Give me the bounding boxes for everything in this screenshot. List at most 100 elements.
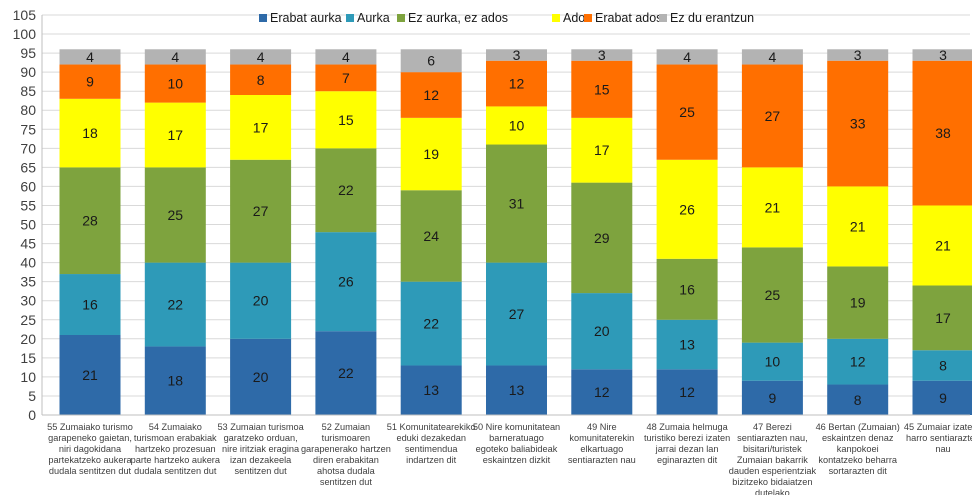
data-label: 9 (939, 390, 947, 406)
data-label: 4 (171, 49, 179, 65)
data-label: 25 (679, 104, 695, 120)
legend-swatch (659, 14, 667, 22)
y-tick-label: 40 (20, 255, 36, 271)
data-label: 20 (253, 293, 269, 309)
y-tick-label: 45 (20, 236, 36, 252)
data-label: 4 (342, 49, 350, 65)
y-tick-label: 60 (20, 178, 36, 194)
data-label: 17 (594, 142, 610, 158)
legend-swatch (346, 14, 354, 22)
data-label: 9 (86, 74, 94, 90)
data-label: 21 (765, 199, 781, 215)
data-label: 20 (253, 369, 269, 385)
data-label: 26 (679, 201, 695, 217)
y-tick-label: 105 (13, 7, 37, 23)
data-label: 22 (338, 182, 354, 198)
legend-entry: Erabat ados (595, 11, 662, 25)
data-label: 25 (168, 207, 184, 223)
data-label: 7 (342, 70, 350, 86)
data-label: 10 (765, 354, 781, 370)
legend-entry: Ez du erantzun (670, 11, 754, 25)
data-label: 6 (427, 53, 435, 69)
data-label: 12 (679, 384, 695, 400)
y-tick-label: 25 (20, 312, 36, 328)
data-label: 22 (423, 316, 439, 332)
y-tick-label: 65 (20, 159, 36, 175)
data-label: 17 (168, 127, 184, 143)
data-label: 12 (423, 87, 439, 103)
data-label: 31 (509, 196, 525, 212)
y-tick-label: 70 (20, 140, 36, 156)
legend-swatch (552, 14, 560, 22)
legend-entry: Erabat aurka (270, 11, 342, 25)
data-label: 12 (850, 354, 866, 370)
data-label: 21 (935, 237, 951, 253)
y-tick-label: 85 (20, 83, 36, 99)
data-label: 3 (939, 47, 947, 63)
data-label: 21 (82, 367, 98, 383)
data-label: 16 (82, 297, 98, 313)
data-label: 20 (594, 323, 610, 339)
data-label: 10 (168, 76, 184, 92)
data-label: 27 (509, 306, 525, 322)
data-label: 4 (769, 49, 777, 65)
y-tick-label: 50 (20, 217, 36, 233)
legend-swatch (259, 14, 267, 22)
y-tick-label: 75 (20, 121, 36, 137)
data-label: 25 (765, 287, 781, 303)
data-label: 8 (854, 392, 862, 408)
data-label: 3 (598, 47, 606, 63)
data-label: 3 (854, 47, 862, 63)
data-label: 18 (168, 373, 184, 389)
y-tick-label: 95 (20, 45, 36, 61)
data-label: 12 (509, 76, 525, 92)
legend-entry: Ez aurka, ez ados (408, 11, 508, 25)
data-label: 15 (338, 112, 354, 128)
y-tick-label: 15 (20, 350, 36, 366)
data-label: 17 (253, 119, 269, 135)
y-tick-label: 90 (20, 64, 36, 80)
legend-swatch (584, 14, 592, 22)
data-label: 27 (765, 108, 781, 124)
data-label: 28 (82, 213, 98, 229)
data-label: 33 (850, 116, 866, 132)
y-tick-label: 35 (20, 274, 36, 290)
y-tick-label: 55 (20, 197, 36, 213)
y-tick-label: 100 (13, 26, 37, 42)
data-label: 18 (82, 125, 98, 141)
data-label: 22 (338, 365, 354, 381)
data-label: 19 (850, 295, 866, 311)
y-tick-label: 30 (20, 293, 36, 309)
data-label: 3 (513, 47, 521, 63)
data-label: 8 (939, 357, 947, 373)
data-label: 26 (338, 274, 354, 290)
data-label: 15 (594, 81, 610, 97)
y-tick-label: 10 (20, 369, 36, 385)
data-label: 13 (679, 337, 695, 353)
data-label: 13 (509, 382, 525, 398)
legend-entry: Aurka (357, 11, 390, 25)
data-label: 4 (683, 49, 691, 65)
data-label: 8 (257, 72, 265, 88)
legend-swatch (397, 14, 405, 22)
y-tick-label: 80 (20, 102, 36, 118)
data-label: 38 (935, 125, 951, 141)
data-label: 22 (168, 297, 184, 313)
data-label: 10 (509, 117, 525, 133)
data-label: 13 (423, 382, 439, 398)
data-label: 4 (257, 49, 265, 65)
data-label: 19 (423, 146, 439, 162)
